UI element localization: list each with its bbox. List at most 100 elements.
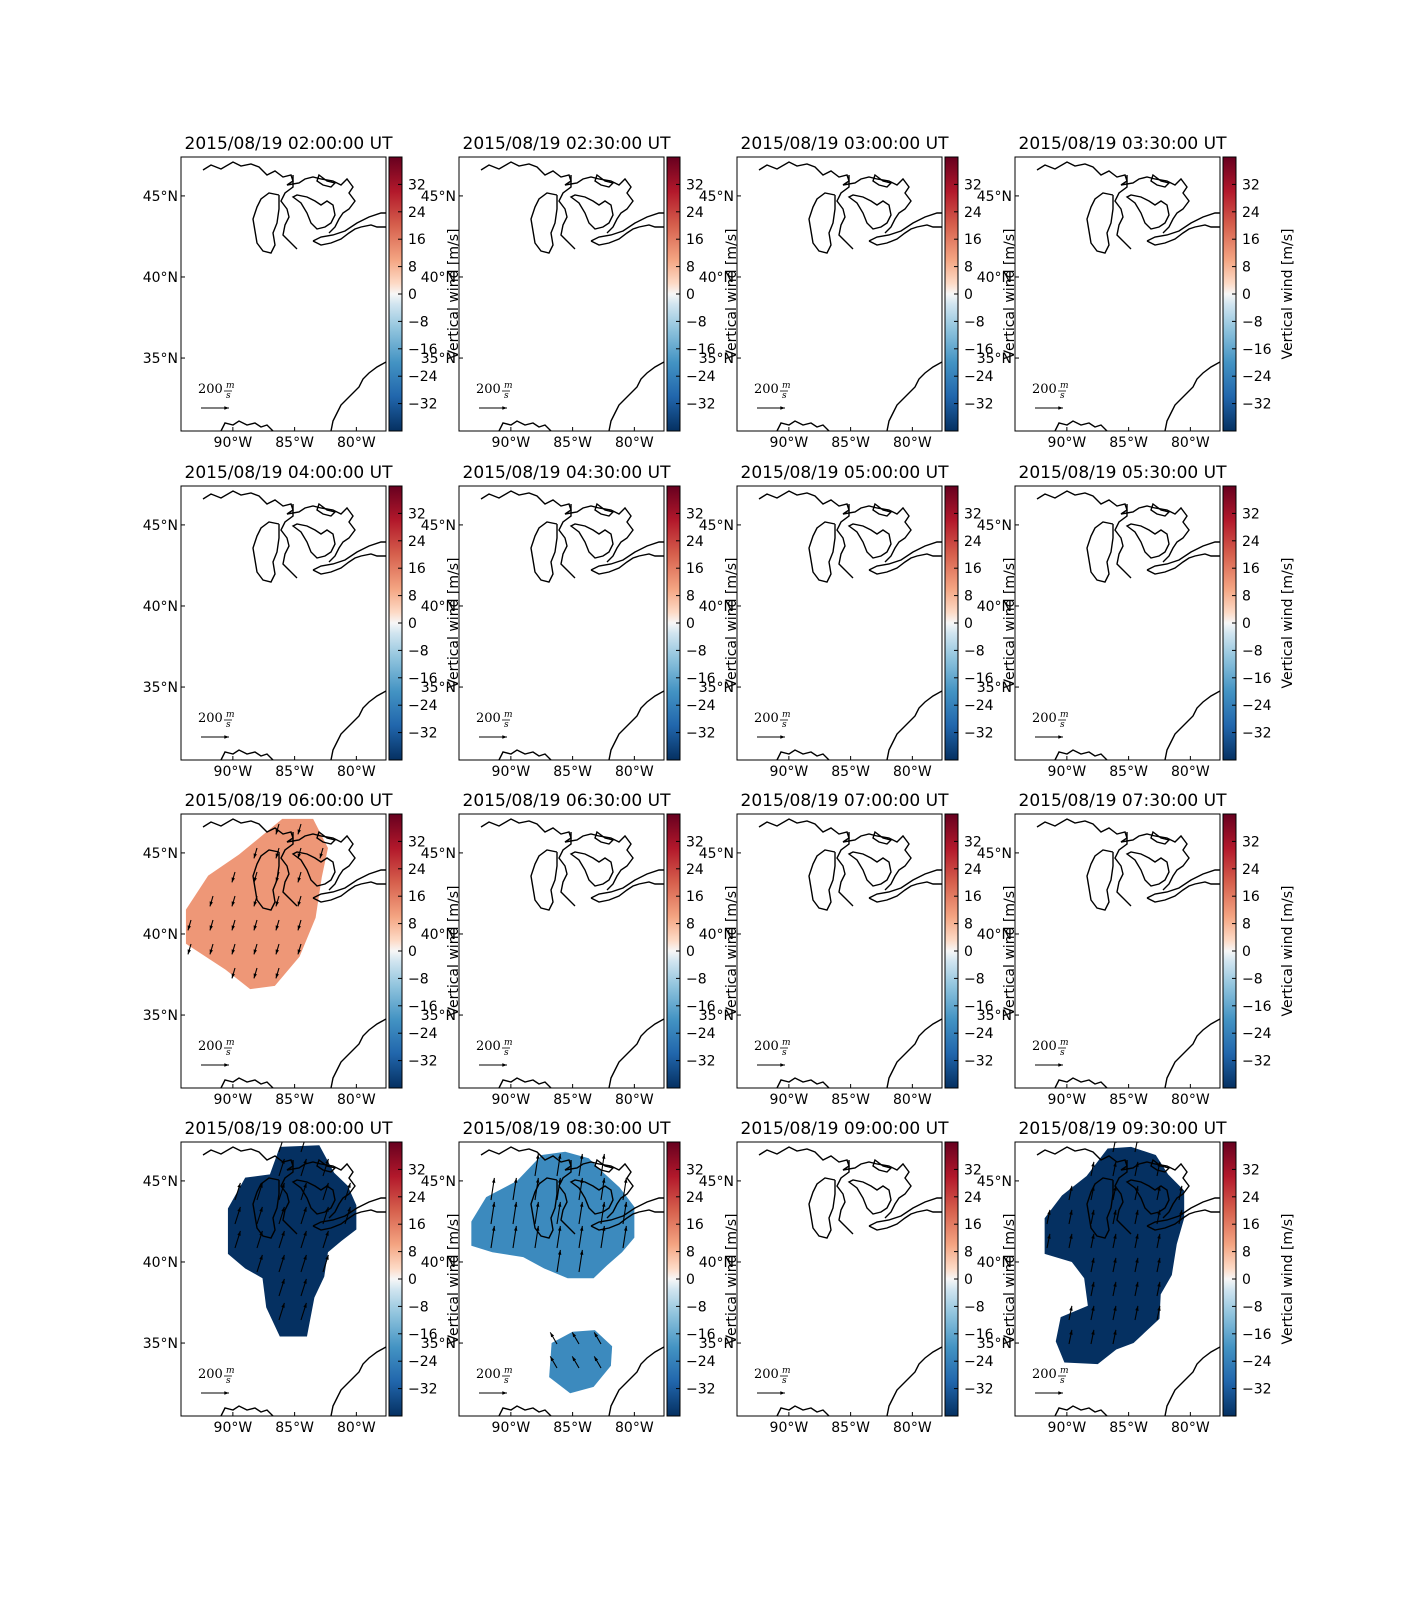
coastline xyxy=(1125,523,1170,559)
wind-vector-head xyxy=(253,901,257,907)
colorbar-tick-label: 32 xyxy=(686,506,704,522)
wind-vector-head xyxy=(623,1177,628,1183)
wind-vector-head xyxy=(557,1153,562,1159)
colorbar-label: Vertical wind [m/s] xyxy=(1280,886,1296,1017)
wind-vector-head xyxy=(1091,1281,1095,1287)
coastline xyxy=(808,192,836,254)
map-area xyxy=(1036,818,1220,1088)
colorbar-tick-label: 8 xyxy=(1242,1245,1251,1261)
quiver-key-unit-num: m xyxy=(1060,1366,1069,1376)
wind-vector-head xyxy=(535,1225,540,1231)
x-tick-label: 90°W xyxy=(770,1092,809,1108)
x-tick-label: 85°W xyxy=(831,1420,870,1436)
y-tick-label: 45°N xyxy=(421,189,456,205)
coastline xyxy=(558,832,576,907)
colorbar-tick-label: 24 xyxy=(686,534,704,550)
y-tick-label: 35°N xyxy=(977,680,1012,696)
coastline xyxy=(202,161,356,234)
colorbar-tick-label: 8 xyxy=(686,1245,695,1261)
y-tick-label: 45°N xyxy=(143,846,178,862)
colorbar-tick-label: −8 xyxy=(408,1299,429,1315)
coastline xyxy=(594,830,615,845)
wind-vector-head xyxy=(1113,1329,1117,1335)
wind-vector-head xyxy=(253,925,257,931)
map-panel: 2015/08/19 05:30:00 UT 90°W 85°W 80°W 45°N 40… xyxy=(977,463,1296,780)
axes-frame xyxy=(736,156,943,432)
wind-vector-head xyxy=(1047,1233,1051,1239)
coastline xyxy=(498,1405,552,1416)
x-tick-label: 80°W xyxy=(893,1420,932,1436)
quiver-key-unit-den: s xyxy=(504,720,509,730)
colorbar-tick-label: 32 xyxy=(1242,1162,1260,1178)
colorbar-tick-label: 0 xyxy=(1242,287,1251,303)
colorbar-tick-label: 8 xyxy=(964,1245,973,1261)
quiver-key-arrow-head xyxy=(502,1391,507,1395)
map-area xyxy=(471,1146,664,1416)
x-tick-label: 90°W xyxy=(492,435,531,451)
coastline xyxy=(1146,553,1220,575)
wind-vector-head xyxy=(491,1225,496,1231)
colorbar-tick-label: −16 xyxy=(686,671,716,687)
coastline xyxy=(808,521,836,583)
wind-vector-head xyxy=(231,925,235,931)
wind-vector-head xyxy=(187,949,191,955)
coastline xyxy=(1114,1160,1132,1235)
quiver-key-unit-den: s xyxy=(226,1376,231,1386)
quiver-key-label: 200 xyxy=(476,1367,501,1382)
panel-title: 2015/08/19 06:30:00 UT xyxy=(463,791,672,811)
coastline xyxy=(594,502,615,517)
quiver-key-arrow-head xyxy=(1058,1391,1063,1395)
wind-vector-head xyxy=(281,1254,285,1260)
axes-frame xyxy=(458,813,665,1089)
coastline xyxy=(868,224,942,246)
wind-vector xyxy=(300,1142,305,1153)
x-tick-label: 85°W xyxy=(1109,764,1148,780)
coastline xyxy=(1036,818,1190,891)
coastline xyxy=(312,553,386,575)
wind-vector-head xyxy=(1157,1233,1161,1239)
x-tick-label: 85°W xyxy=(553,764,592,780)
colorbar-tick-label: 8 xyxy=(964,260,973,276)
colorbar-tick-label: −16 xyxy=(686,342,716,358)
x-tick-label: 85°W xyxy=(553,1420,592,1436)
axes-frame xyxy=(736,813,943,1089)
y-tick-label: 45°N xyxy=(143,189,178,205)
quiver-key-arrow-head xyxy=(224,406,229,410)
colorbar-tick-label: −16 xyxy=(1242,1327,1272,1343)
colorbar-tick-label: 0 xyxy=(964,287,973,303)
axes-frame xyxy=(1014,813,1221,1089)
colorbar-label: Vertical wind [m/s] xyxy=(446,886,462,1017)
x-tick-label: 90°W xyxy=(1048,435,1087,451)
colorbar-tick-label: 16 xyxy=(686,1217,704,1233)
quiver-key-unit-num: m xyxy=(226,1366,235,1376)
x-tick-label: 80°W xyxy=(1171,764,1210,780)
quiver-key-unit-den: s xyxy=(226,720,231,730)
colorbar-tick-label: 0 xyxy=(408,287,417,303)
panel-title: 2015/08/19 07:30:00 UT xyxy=(1019,791,1228,811)
y-tick-label: 35°N xyxy=(699,351,734,367)
coastline xyxy=(312,224,386,246)
map-area xyxy=(758,1146,942,1416)
wind-vector-head xyxy=(259,1254,263,1260)
coastline xyxy=(776,420,830,431)
coastline xyxy=(1054,420,1108,431)
colorbar-label: Vertical wind [m/s] xyxy=(1002,886,1018,1017)
coastline xyxy=(868,1209,942,1231)
colorbar-tick-label: 24 xyxy=(1242,862,1260,878)
map-panel: 2015/08/19 09:30:00 UT 90°W 85°W 80°W 45°N 40… xyxy=(977,1119,1296,1436)
map-panel: 2015/08/19 03:00:00 UT 90°W 85°W 80°W 45°N 40… xyxy=(699,134,1018,451)
colorbar-tick-label: −8 xyxy=(686,971,707,987)
y-tick-label: 35°N xyxy=(977,1008,1012,1024)
wind-vector-head xyxy=(325,1182,329,1188)
coastline xyxy=(872,173,893,188)
quiver-key-unit-num: m xyxy=(504,710,513,720)
quiver-key-unit-den: s xyxy=(782,720,787,730)
coastline xyxy=(569,194,614,230)
axes-frame xyxy=(736,485,943,761)
quiver-key-unit-den: s xyxy=(504,391,509,401)
colorbar-tick-label: 8 xyxy=(408,917,417,933)
y-tick-label: 35°N xyxy=(977,351,1012,367)
coastline xyxy=(1086,1177,1114,1239)
x-tick-label: 85°W xyxy=(1109,435,1148,451)
colorbar-tick-label: −32 xyxy=(964,1054,994,1070)
